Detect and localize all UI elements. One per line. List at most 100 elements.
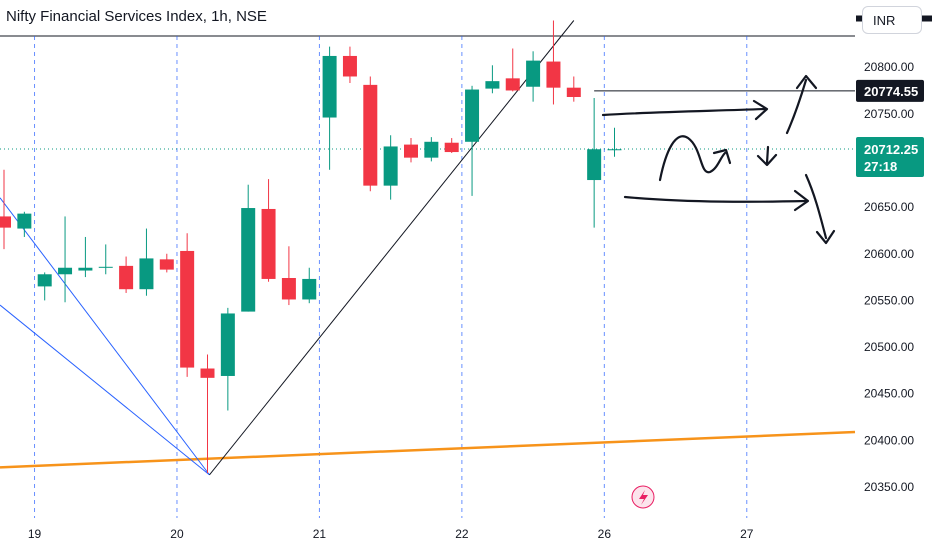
x-tick-label: 26 bbox=[598, 527, 612, 541]
arrow-down-right bbox=[804, 173, 828, 240]
candle bbox=[58, 216, 73, 303]
arrow-right-upper bbox=[601, 107, 767, 117]
candle-body bbox=[17, 213, 32, 229]
candle-countdown: 27:18 bbox=[864, 159, 897, 174]
candle-body bbox=[383, 146, 398, 186]
candle bbox=[404, 138, 418, 163]
candle bbox=[465, 85, 480, 196]
arrowhead bbox=[752, 99, 769, 121]
arrowhead bbox=[712, 148, 732, 165]
candle bbox=[566, 76, 581, 102]
candle-body bbox=[566, 87, 581, 98]
last-price-badge-bg bbox=[856, 137, 924, 178]
candle-body bbox=[302, 278, 317, 300]
arrowhead bbox=[815, 229, 836, 245]
candle-body bbox=[241, 208, 256, 312]
x-tick-label: 21 bbox=[313, 527, 327, 541]
candle bbox=[98, 244, 113, 275]
y-tick-label: 20650.00 bbox=[864, 200, 914, 214]
candle-body bbox=[220, 313, 235, 376]
candle-body bbox=[322, 55, 337, 118]
candle bbox=[0, 169, 11, 250]
candle bbox=[17, 211, 32, 237]
x-tick-label: 20 bbox=[170, 527, 184, 541]
time-axis: 19 20 21 22 26 27 bbox=[28, 527, 754, 541]
candle-body bbox=[485, 81, 500, 89]
arrowhead bbox=[795, 74, 818, 90]
arrow-right-lower bbox=[623, 195, 808, 203]
candles bbox=[0, 20, 622, 474]
candle-body bbox=[200, 368, 215, 378]
lightning-icon bbox=[639, 490, 648, 505]
candle bbox=[180, 233, 195, 377]
candle bbox=[546, 20, 561, 105]
candle bbox=[220, 307, 235, 411]
fan-line bbox=[0, 197, 210, 476]
price-axis: 20350.00 20400.00 20450.00 20500.00 20550.00… bbox=[856, 14, 932, 494]
y-tick-label: 20350.00 bbox=[864, 480, 914, 494]
zigzag-path bbox=[658, 135, 727, 182]
candle-body bbox=[37, 274, 52, 287]
candle bbox=[302, 267, 317, 304]
candle bbox=[119, 256, 134, 293]
candle-body bbox=[505, 78, 520, 91]
arrowhead bbox=[756, 153, 778, 167]
chart-drawings bbox=[0, 20, 856, 476]
y-tick-label: 20400.00 bbox=[864, 433, 914, 447]
candle bbox=[159, 253, 174, 273]
fan-line bbox=[0, 304, 210, 476]
candle-body bbox=[607, 149, 622, 151]
last-price-badge: 20712.25 27:18 bbox=[856, 137, 924, 178]
y-tick-label: 20600.00 bbox=[864, 247, 914, 261]
y-tick-label: 20550.00 bbox=[864, 293, 914, 307]
candle bbox=[139, 228, 154, 296]
candle bbox=[241, 184, 256, 312]
candle bbox=[444, 138, 459, 153]
candle-body bbox=[465, 89, 480, 142]
x-tick-label: 22 bbox=[455, 527, 469, 541]
candle-body bbox=[98, 266, 113, 268]
candle bbox=[342, 46, 357, 84]
candle-body bbox=[342, 55, 357, 77]
candle bbox=[526, 51, 541, 102]
candle-body bbox=[444, 142, 459, 153]
arrowhead bbox=[793, 189, 810, 212]
candle-body bbox=[159, 259, 174, 270]
currency-selector[interactable]: INR bbox=[862, 6, 922, 34]
hand-drawn-arrows bbox=[601, 74, 836, 509]
y-tick-label: 20750.00 bbox=[864, 107, 914, 121]
candle bbox=[200, 354, 215, 474]
candle-body bbox=[78, 267, 93, 271]
arrow-down-small bbox=[765, 145, 770, 165]
candle-body bbox=[58, 267, 73, 275]
candle bbox=[363, 76, 378, 192]
y-tick-label: 20450.00 bbox=[864, 387, 914, 401]
candle-body bbox=[363, 84, 378, 186]
candle-body bbox=[139, 258, 154, 290]
x-tick-label: 19 bbox=[28, 527, 42, 541]
candle bbox=[383, 135, 398, 200]
alert-icon bbox=[631, 485, 655, 509]
candle bbox=[261, 179, 276, 282]
candle-body bbox=[180, 250, 195, 368]
y-tick-label: 20500.00 bbox=[864, 340, 914, 354]
candle-body bbox=[587, 149, 602, 181]
y-tick-label: 20800.00 bbox=[864, 60, 914, 74]
candle-body bbox=[424, 141, 439, 158]
candle bbox=[485, 65, 500, 94]
candle bbox=[607, 127, 622, 157]
candle bbox=[37, 272, 52, 301]
rising-trendline bbox=[209, 20, 575, 476]
candle bbox=[281, 246, 296, 306]
chart-title: Nifty Financial Services Index, 1h, NSE bbox=[6, 8, 267, 25]
chart-grid bbox=[0, 35, 855, 518]
candle bbox=[505, 48, 520, 92]
candle-body bbox=[261, 208, 276, 279]
candle bbox=[424, 137, 439, 162]
candle-body bbox=[281, 278, 296, 300]
marked-price-badge-bg bbox=[856, 79, 924, 102]
support-trendline bbox=[0, 430, 856, 469]
candle bbox=[587, 97, 602, 228]
candle-body bbox=[0, 216, 11, 228]
